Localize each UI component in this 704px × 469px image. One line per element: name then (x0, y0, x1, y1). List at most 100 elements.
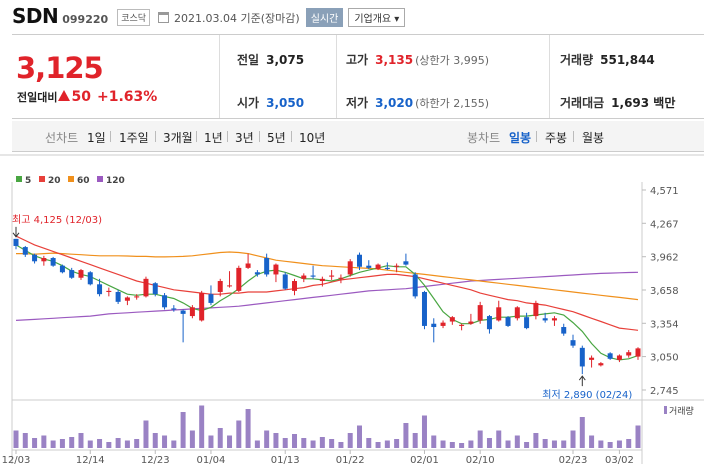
candle-body (69, 270, 75, 278)
low-price: 저가 3,020 (하한가 2,155) (346, 94, 489, 111)
volume-bar (338, 442, 344, 448)
high-annotation: 최고 4,125 (12/03) (12, 214, 102, 226)
candle-body (292, 281, 298, 291)
volume-bar (570, 430, 576, 448)
legend-swatch-ma60 (68, 176, 74, 182)
open-value: 3,050 (266, 96, 305, 110)
volume-bar (375, 442, 381, 448)
prev-close-label: 전일 (237, 53, 260, 67)
volume-bar (69, 437, 75, 448)
tab-10y[interactable]: 10년 (299, 131, 326, 145)
down-arrow-icon (12, 226, 20, 238)
y-tick-label: 3,354 (650, 319, 679, 330)
candle-body (616, 355, 622, 360)
tab-weekly[interactable]: 주봉 (545, 131, 568, 145)
price-change: 전일대비 50 +1.63% (17, 89, 157, 105)
calendar-icon (158, 12, 170, 23)
candle-body (59, 265, 65, 273)
candle-body (542, 318, 548, 321)
y-tick-label: 4,571 (650, 186, 679, 197)
candle-body (152, 283, 158, 295)
market-badge: 코스닥 (117, 9, 151, 26)
volume-bar (143, 420, 149, 448)
candle-body (403, 261, 409, 265)
volume-bar (264, 430, 270, 448)
candle-body (477, 305, 483, 321)
change-percent: +1.63% (96, 89, 158, 105)
volume-bar (282, 438, 288, 448)
volume-bar (245, 409, 251, 448)
up-arrow-icon (58, 90, 71, 101)
quote-date: 2021.03.04 기준(장마감) (174, 11, 300, 25)
volume-bar (394, 439, 400, 448)
legend-label-ma20: 20 (48, 176, 61, 186)
candle-body (356, 254, 362, 267)
candle-body (97, 284, 103, 295)
volume-bar (486, 438, 492, 448)
tab-1d[interactable]: 1일 (87, 131, 106, 145)
tab-divider (573, 131, 574, 142)
volume-bar (635, 425, 641, 448)
volume-bar (329, 439, 335, 448)
tab-monthly[interactable]: 월봉 (582, 131, 605, 145)
volume-bar (227, 435, 233, 448)
tab-daily[interactable]: 일봉 (509, 131, 532, 145)
volume-bar (134, 439, 140, 448)
x-tick-label: 12/23 (141, 455, 170, 466)
ma60-line (16, 251, 639, 301)
open-label: 시가 (237, 96, 260, 110)
volume-bar (171, 440, 177, 448)
volume-bar (236, 420, 242, 448)
volume-bar (524, 442, 530, 448)
volume-bar (459, 443, 465, 448)
chart-tabs: 선차트 1일 1주일 3개월 1년 3년 5년 10년 봉차트 일봉 주봉 월봉 (12, 121, 704, 152)
realtime-button[interactable]: 실시간 (305, 8, 344, 27)
candle-body (635, 348, 641, 357)
candle-body (41, 258, 47, 262)
volume-bar (32, 438, 38, 448)
tab-5y[interactable]: 5년 (267, 131, 286, 145)
stock-name: SDN (12, 4, 59, 28)
candle-body (171, 308, 177, 310)
legend-label-ma120: 120 (106, 176, 125, 186)
x-tick-label: 02/10 (466, 455, 495, 466)
volume-bar (13, 430, 19, 448)
volume-bar (180, 412, 186, 448)
company-info-dropdown[interactable]: 기업개요 ▾ (348, 8, 406, 27)
current-price-panel: 3,125 전일대비 50 +1.63% (12, 35, 220, 118)
tab-3y[interactable]: 3년 (235, 131, 254, 145)
tab-1w[interactable]: 1주일 (119, 131, 149, 145)
candlestick-chart[interactable]: 5 20 60 120 4,571 4,267 3,962 3,658 3,354 3,050 2,… (0, 154, 704, 469)
candle-body (264, 258, 270, 275)
candle-body (124, 297, 130, 301)
current-price: 3,125 (16, 51, 104, 85)
volume-bar (449, 442, 455, 448)
x-tick-label: 01/04 (197, 455, 226, 466)
tab-3m[interactable]: 3개월 (163, 131, 193, 145)
volume-bar (97, 439, 103, 448)
price-summary: 3,125 전일대비 50 +1.63% 전일 3,075 시가 3,050 고가 3,1… (12, 34, 704, 119)
volume-bar (189, 430, 195, 448)
lower-limit: (하한가 2,155) (415, 97, 489, 110)
volume-bar (22, 433, 28, 448)
stock-header: SDN 099220 코스닥 2021.03.04 기준(장마감) 실시간 기업… (0, 0, 704, 32)
candle-body (329, 275, 335, 277)
change-label: 전일대비 (17, 91, 58, 104)
up-arrow-icon (578, 375, 586, 387)
legend-label-ma60: 60 (77, 176, 90, 186)
volume-bar (607, 442, 613, 448)
candle-body (134, 296, 140, 298)
high-price: 고가 3,135 (상한가 3,995) (346, 51, 489, 68)
volume-bar (301, 438, 307, 448)
volume-bar (366, 438, 372, 448)
low-value: 3,020 (375, 96, 414, 110)
volume-label: 거래량 (560, 53, 594, 67)
volume-bar (598, 440, 604, 448)
volume-bar (162, 435, 168, 448)
legend-label-ma5: 5 (25, 176, 31, 186)
volume-bar (208, 435, 214, 448)
volume-bar (124, 440, 130, 448)
volume-bar (431, 435, 437, 448)
candle-body (421, 291, 427, 326)
tab-1y[interactable]: 1년 (204, 131, 223, 145)
